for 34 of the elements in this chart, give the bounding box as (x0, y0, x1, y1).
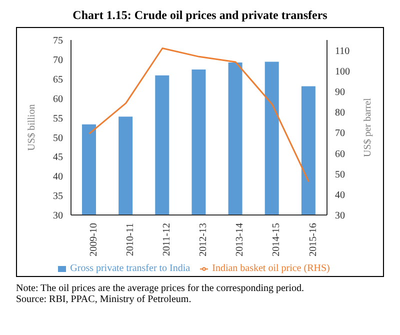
y2-tick-label: 60 (335, 148, 345, 160)
legend-label: Indian basket oil price (RHS) (212, 263, 330, 274)
x-tick-label: 2013-14 (234, 223, 246, 256)
y-tick-label: 75 (53, 36, 63, 47)
x-tick-label: 2011-12 (162, 223, 173, 256)
y-tick-label: 55 (53, 113, 63, 124)
x-tick-label: 2010-11 (124, 223, 136, 256)
source-note: Source: RBI, PPAC, Ministry of Petroleum. (16, 294, 192, 305)
x-tick-label: 2012-13 (198, 223, 210, 256)
y-tick-label: 40 (53, 172, 63, 183)
y-tick-label: 35 (53, 191, 63, 202)
y-tick-label: 60 (53, 94, 63, 105)
y2-tick-label: 40 (335, 190, 345, 201)
y-tick-label: 45 (53, 152, 63, 164)
y-axis-title: US$ billion (26, 104, 38, 151)
y2-tick-label: 90 (335, 87, 345, 98)
y2-tick-label: 50 (335, 169, 345, 180)
legend-label: Gross private transfer to India (70, 263, 190, 274)
x-tick-label: 2015-16 (308, 223, 319, 256)
y-tick-label: 50 (53, 132, 63, 144)
x-tick-label: 2014-15 (271, 223, 282, 256)
y-tick-label: 70 (53, 54, 63, 66)
line-series (88, 47, 310, 182)
x-tick-label: 2009-10 (88, 223, 100, 256)
y2-axis-title: US$ per barrel (362, 98, 374, 157)
y-tick-label: 65 (53, 74, 63, 86)
y2-tick-label: 30 (335, 210, 345, 222)
y2-tick-label: 80 (335, 108, 345, 119)
y2-tick-label: 100 (335, 66, 350, 78)
text: Note: The oil prices are the average prices for the corresponding period. (16, 283, 306, 294)
chart-title: Chart 1.15: Crude oil prices and private transfers (72, 8, 328, 23)
y-tick-label: 30 (53, 210, 63, 222)
y2-tick-label: 110 (335, 46, 350, 57)
y2-tick-label: 70 (335, 128, 345, 140)
